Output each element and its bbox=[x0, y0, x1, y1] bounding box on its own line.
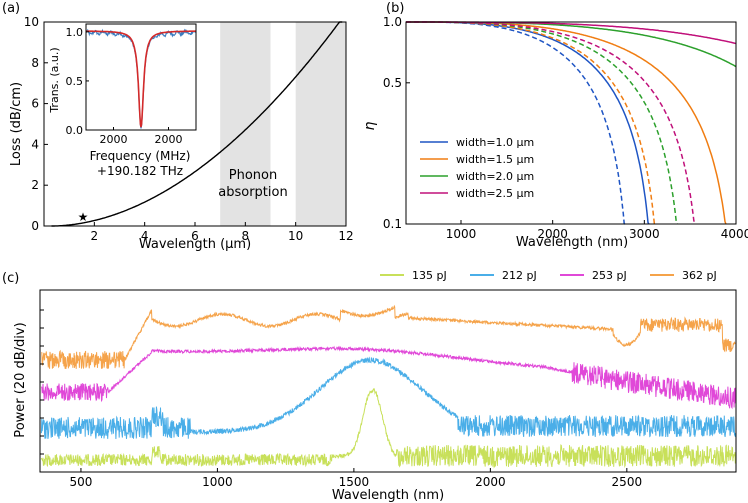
panel-a-ylabel: Loss (dB/cm) bbox=[9, 82, 24, 166]
inset-fit-line bbox=[86, 30, 196, 128]
a-xtick-label-2: 6 bbox=[191, 229, 199, 243]
eta-curve-1-solid bbox=[406, 21, 727, 225]
spectrum-135pJ bbox=[40, 388, 736, 469]
measured-loss-star: ★ bbox=[78, 210, 89, 224]
panel-a-label: (a) bbox=[2, 1, 20, 16]
panel-c-ylabel: Power (20 dB/div) bbox=[13, 322, 28, 437]
panel-c-legend: 135 pJ 212 pJ 253 pJ 362 pJ bbox=[380, 269, 717, 282]
a-ytick-label-3: 6 bbox=[31, 97, 39, 111]
panel-c-ticks: 500 1000 1500 2000 2500 bbox=[40, 309, 643, 489]
a-xtick-label-1: 4 bbox=[141, 229, 149, 243]
a-ytick-label-1: 2 bbox=[31, 178, 39, 192]
panel-c-label: (c) bbox=[2, 271, 19, 286]
panel-a-xlabel: Wavelength (µm) bbox=[139, 237, 251, 252]
c-xtick-label-3: 2000 bbox=[475, 475, 506, 489]
c-xtick-label-2: 1500 bbox=[339, 475, 370, 489]
panel-c-xlabel: Wavelength (nm) bbox=[332, 488, 444, 503]
inset-xlabel2: +190.182 THz bbox=[97, 164, 183, 178]
inset-axes bbox=[85, 23, 197, 131]
phonon-band-1 bbox=[295, 22, 346, 226]
b-legend-label-3: width=2.5 µm bbox=[456, 187, 534, 200]
c-xtick-label-0: 500 bbox=[69, 475, 92, 489]
b-xtick-label-3: 4000 bbox=[721, 227, 748, 241]
inset-xtick-label-1: 2000 bbox=[155, 133, 183, 146]
a-ytick-label-0: 0 bbox=[31, 219, 39, 233]
b-ytick-label-0: 0.1 bbox=[383, 217, 402, 231]
c-legend-label-1: 212 pJ bbox=[502, 269, 537, 282]
b-xtick-label-0: 1000 bbox=[446, 227, 477, 241]
spectrum-253pJ bbox=[40, 345, 736, 410]
panel-b-axes bbox=[405, 21, 737, 225]
b-xtick-label-1: 2000 bbox=[537, 227, 568, 241]
panel-b-ylabel: η bbox=[362, 121, 378, 130]
loss-curve bbox=[51, 21, 343, 227]
eta-curve-2-dashed bbox=[406, 21, 678, 225]
panel-b-ticks: 1000 2000 3000 4000 0.1 0.5 1.0 bbox=[383, 15, 748, 241]
inset-ytick-label-2: 1.0 bbox=[66, 26, 84, 39]
a-xtick-label-3: 8 bbox=[242, 229, 250, 243]
b-ytick-label-2: 1.0 bbox=[383, 15, 402, 29]
band-label-line2: absorption bbox=[218, 185, 287, 200]
measured-loss-marker: ★ bbox=[78, 210, 89, 224]
a-ytick-label-4: 8 bbox=[31, 56, 39, 70]
b-xtick-label-2: 3000 bbox=[629, 227, 660, 241]
panel-b-xlabel: Wavelength (nm) bbox=[516, 235, 628, 250]
inset-curves bbox=[85, 28, 197, 129]
eta-curve-2-solid bbox=[406, 21, 737, 68]
band-label-line1: Phonon bbox=[229, 168, 277, 183]
spectrum-212pJ bbox=[40, 356, 736, 440]
c-legend-label-2: 253 pJ bbox=[592, 269, 627, 282]
inset-ytick-label-0: 0.0 bbox=[66, 124, 84, 137]
c-legend-label-0: 135 pJ bbox=[412, 269, 447, 282]
a-ytick-label-5: 10 bbox=[24, 15, 39, 29]
phonon-band-0 bbox=[220, 22, 271, 226]
a-ytick-label-2: 4 bbox=[31, 137, 39, 151]
inset-ticks: 2000 2000 0.0 0.5 1.0 bbox=[66, 26, 183, 146]
c-xtick-label-1: 1000 bbox=[202, 475, 233, 489]
c-legend-label-3: 362 pJ bbox=[682, 269, 717, 282]
b-legend-label-1: width=1.5 µm bbox=[456, 153, 534, 166]
panel-b-label: (b) bbox=[386, 1, 404, 16]
panel-c-axes bbox=[39, 289, 737, 473]
panel-c: (c) 135 pJ 212 pJ 253 pJ 362 pJ 500 1000 1500… bbox=[2, 269, 737, 503]
eta-curve-3-dashed bbox=[406, 21, 696, 225]
spectrum-362pJ bbox=[41, 304, 736, 370]
inset-ytick-label-1: 0.5 bbox=[66, 75, 84, 88]
a-xtick-label-0: 2 bbox=[91, 229, 99, 243]
panel-b: (b) 1000 2000 3000 4000 0.1 0.5 1.0 width=1.0 … bbox=[362, 1, 748, 250]
loss-curve-line bbox=[51, 21, 343, 227]
panel-a: (a) ★ 2 4 6 8 10 12 0 2 4 6 8 10 Wavelength (µm) Lo… bbox=[2, 1, 354, 252]
panel-b-legend: width=1.0 µm width=1.5 µm width=2.0 µm widt… bbox=[420, 136, 534, 200]
inset-transmission: 2000 2000 0.0 0.5 1.0 Frequency (MHz) +190.1… bbox=[48, 23, 197, 178]
inset-ylabel: Trans. (a.u.) bbox=[48, 47, 61, 113]
panel-c-spectra bbox=[40, 304, 736, 469]
phonon-bands bbox=[220, 22, 346, 226]
b-legend-label-0: width=1.0 µm bbox=[456, 136, 534, 149]
b-ytick-label-1: 0.5 bbox=[383, 76, 402, 90]
a-xtick-label-5: 12 bbox=[338, 229, 353, 243]
b-legend-label-2: width=2.0 µm bbox=[456, 170, 534, 183]
inset-xlabel: Frequency (MHz) bbox=[90, 149, 191, 163]
panel-a-ticks: 2 4 6 8 10 12 0 2 4 6 8 10 bbox=[24, 15, 354, 243]
c-xtick-label-4: 2500 bbox=[612, 475, 643, 489]
inset-xtick-label-0: 2000 bbox=[100, 133, 128, 146]
a-xtick-label-4: 10 bbox=[288, 229, 303, 243]
